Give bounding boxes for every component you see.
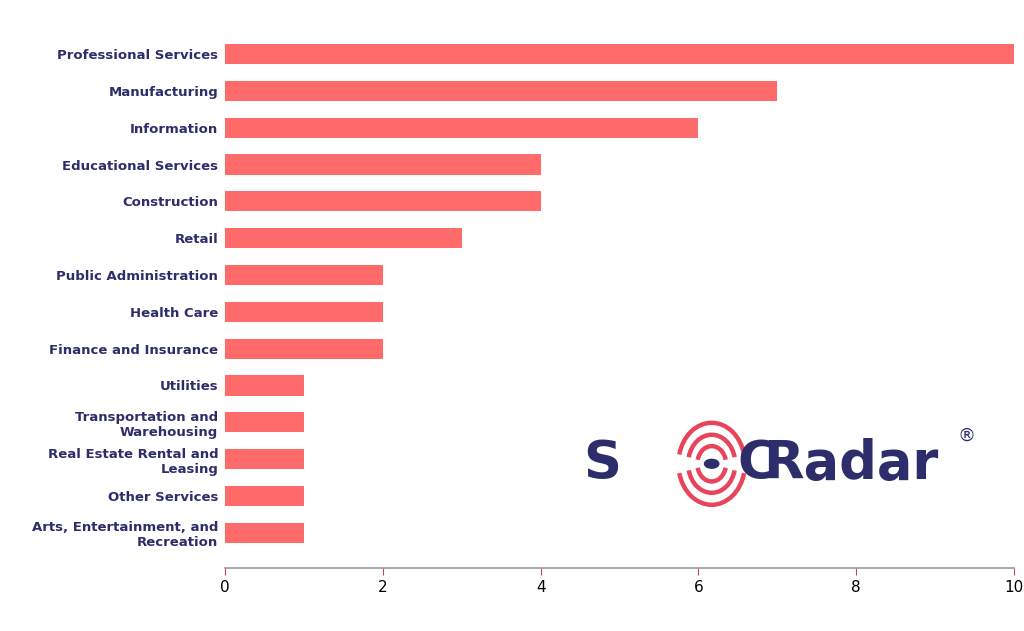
Bar bbox=[225, 486, 304, 506]
Bar bbox=[225, 155, 541, 175]
Bar bbox=[225, 265, 383, 285]
Bar bbox=[225, 522, 304, 543]
Text: ®: ® bbox=[957, 427, 976, 444]
Text: S: S bbox=[584, 438, 622, 490]
Bar bbox=[225, 302, 383, 322]
Text: Radar: Radar bbox=[763, 438, 938, 490]
Bar bbox=[225, 191, 541, 211]
Bar bbox=[225, 375, 304, 396]
Bar bbox=[225, 44, 1014, 64]
Bar bbox=[225, 228, 462, 248]
Bar bbox=[225, 81, 777, 101]
Bar bbox=[225, 412, 304, 432]
Bar bbox=[225, 339, 383, 359]
Bar bbox=[225, 449, 304, 469]
Text: C: C bbox=[737, 438, 776, 490]
Bar bbox=[225, 117, 698, 138]
